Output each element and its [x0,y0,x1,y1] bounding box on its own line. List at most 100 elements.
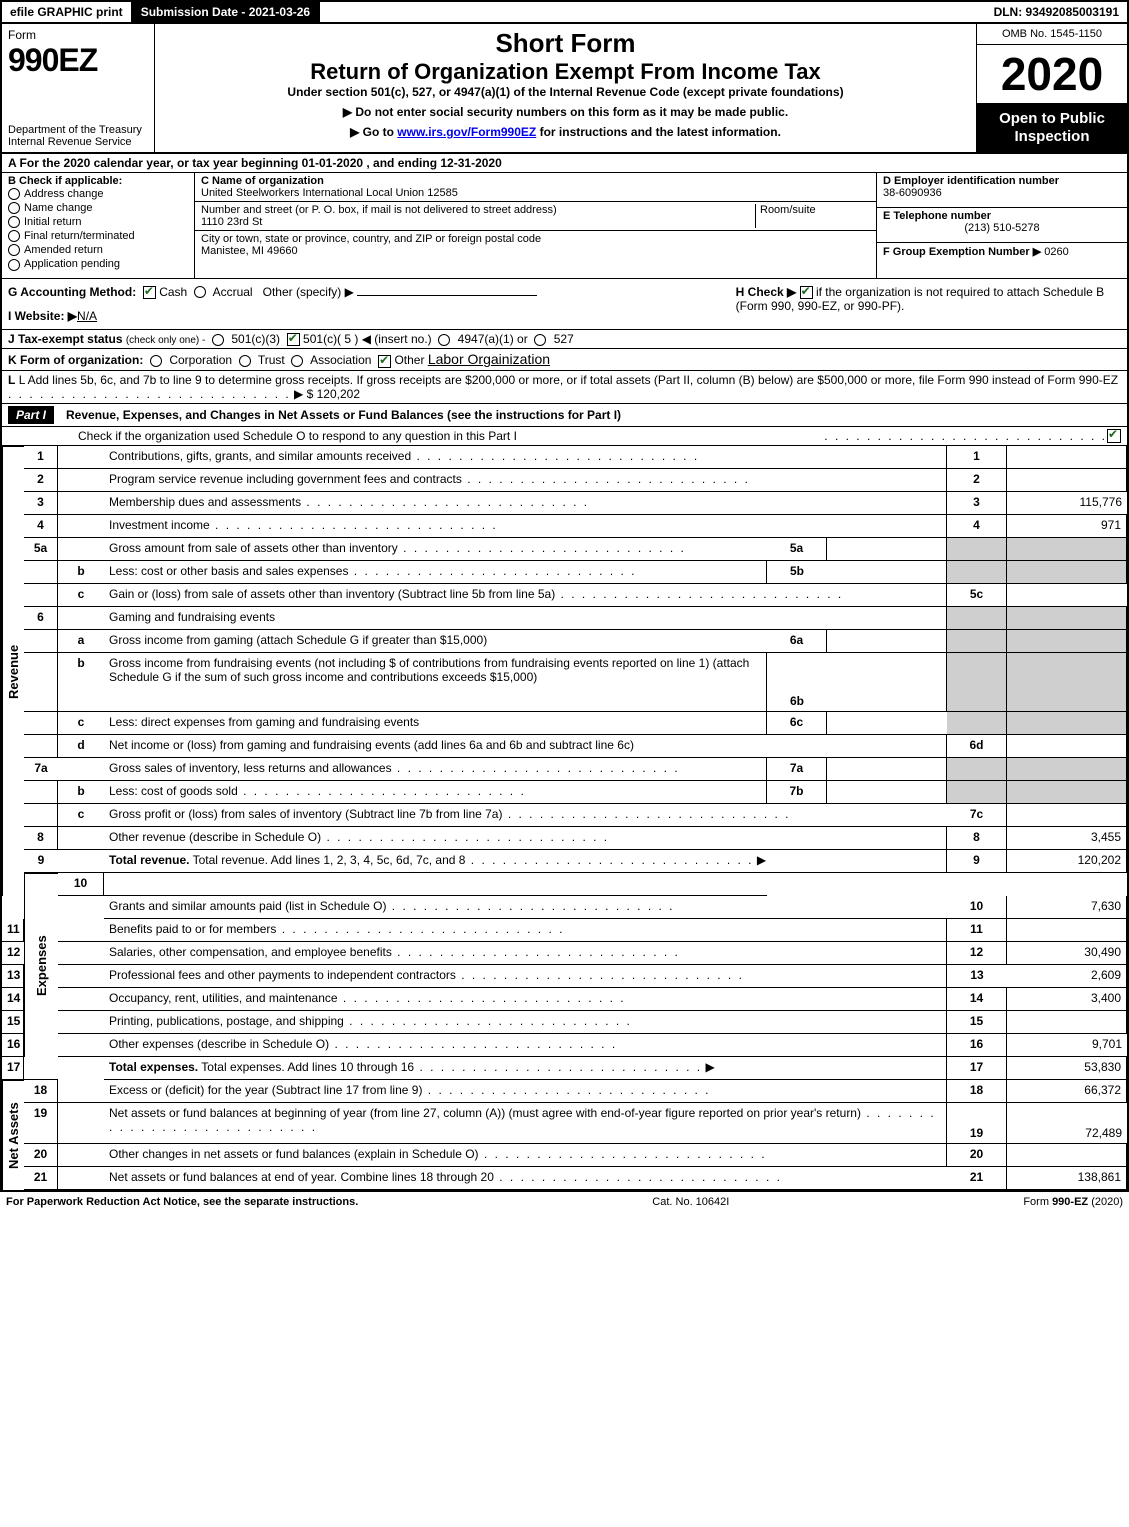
chk-accrual[interactable] [194,286,206,298]
l6d-no: d [58,735,104,758]
header-right: OMB No. 1545-1150 2020 Open to Public In… [977,24,1127,152]
form-number: 990EZ [8,42,148,79]
l10-no: 10 [58,873,104,896]
l7b-box: 7b [767,781,827,804]
l8-desc: Other revenue (describe in Schedule O) [104,827,947,850]
l5c-desc: Gain or (loss) from sale of assets other… [104,584,947,607]
l17-val: 53,830 [1007,1057,1127,1080]
l11-desc: Benefits paid to or for members [104,919,947,942]
do-not-enter-text: ▶ Do not enter social security numbers o… [163,105,968,119]
other-specify-input[interactable] [357,295,537,296]
lbl-other: Other (specify) ▶ [263,285,354,299]
part-1-title: Revenue, Expenses, and Changes in Net As… [66,408,621,422]
chk-corp[interactable] [150,355,162,367]
lbl-cash: Cash [159,285,187,299]
chk-501c[interactable] [287,333,300,346]
l18-desc: Excess or (deficit) for the year (Subtra… [104,1080,947,1103]
side-netassets: Net Assets [2,1080,24,1190]
l15-val [1007,1011,1127,1034]
chk-527[interactable] [534,334,546,346]
goto-pre: ▶ Go to [350,125,397,139]
lbl-trust: Trust [258,353,285,367]
l12-no: 12 [2,942,24,965]
l11-box: 11 [947,919,1007,942]
chk-initial-return[interactable] [8,216,20,228]
l17-no: 17 [2,1057,24,1080]
efile-print-button[interactable]: efile GRAPHIC print [2,2,133,22]
chk-schedule-o[interactable] [1107,429,1121,443]
chk-application-pending[interactable] [8,259,20,271]
l6c-box: 6c [767,712,827,735]
l6a-val [827,630,947,653]
l6a-desc: Gross income from gaming (attach Schedul… [104,630,767,653]
l5c-box: 5c [947,584,1007,607]
l8-box: 8 [947,827,1007,850]
l9-val: 120,202 [1007,850,1127,873]
l-text: L Add lines 5b, 6c, and 7b to line 9 to … [19,373,1118,387]
chk-name-change[interactable] [8,202,20,214]
telephone-label: E Telephone number [883,210,991,222]
part-1-grid: Revenue 1 Contributions, gifts, grants, … [2,446,1127,1190]
line-l: L L Add lines 5b, 6c, and 7b to line 9 t… [2,371,1127,404]
lbl-corp: Corporation [169,353,232,367]
entity-section: B Check if applicable: Address change Na… [2,173,1127,279]
l6c-val [827,712,947,735]
chk-trust[interactable] [239,355,251,367]
l21-val: 138,861 [1007,1167,1127,1190]
l6-no: 6 [24,607,58,630]
l6c-desc: Less: direct expenses from gaming and fu… [104,712,767,735]
l10-box: 10 [947,896,1007,919]
city-label: City or town, state or province, country… [201,233,541,245]
l6d-val [1007,735,1127,758]
l6b-box: 6b [767,653,827,712]
l6d-box: 6d [947,735,1007,758]
l1-box: 1 [947,446,1007,469]
chk-amended-return[interactable] [8,244,20,256]
l14-box: 14 [947,988,1007,1011]
lbl-501c3: 501(c)(3) [231,332,280,346]
l4-box: 4 [947,515,1007,538]
l2-val [1007,469,1127,492]
lbl-4947: 4947(a)(1) or [458,332,528,346]
l5a-no: 5a [24,538,58,561]
c-name-label: C Name of organization [201,175,324,187]
header-mid: Short Form Return of Organization Exempt… [155,24,977,152]
lbl-assoc: Association [310,353,371,367]
group-exemption-label: F Group Exemption Number ▶ [883,246,1041,258]
chk-cash[interactable] [143,286,156,299]
g-label: G Accounting Method: [8,285,136,299]
l14-val: 3,400 [1007,988,1127,1011]
chk-final-return[interactable] [8,230,20,242]
submission-date-button[interactable]: Submission Date - 2021-03-26 [133,2,320,22]
l15-box: 15 [947,1011,1007,1034]
chk-schedule-b[interactable] [800,286,813,299]
lbl-initial-return: Initial return [24,216,81,228]
chk-other-org[interactable] [378,355,391,368]
l8-val: 3,455 [1007,827,1127,850]
l8-no: 8 [24,827,58,850]
l2-box: 2 [947,469,1007,492]
l6c-no: c [58,712,104,735]
k-label: K Form of organization: [8,353,143,367]
j-label: J Tax-exempt status [8,332,123,346]
chk-assoc[interactable] [291,355,303,367]
footer-cat: Cat. No. 10642I [358,1196,1023,1208]
goto-link[interactable]: www.irs.gov/Form990EZ [397,125,536,139]
l1-no: 1 [24,446,58,469]
l7c-val [1007,804,1127,827]
l19-no: 19 [24,1103,58,1144]
website-value: N/A [77,309,97,323]
l7c-desc: Gross profit or (loss) from sales of inv… [104,804,947,827]
under-section-text: Under section 501(c), 527, or 4947(a)(1)… [163,85,968,99]
chk-4947[interactable] [438,334,450,346]
chk-501c3[interactable] [212,334,224,346]
l12-box: 12 [947,942,1007,965]
l16-val: 9,701 [1007,1034,1127,1057]
side-expenses: Expenses [24,873,58,1057]
l11-no: 11 [2,919,24,942]
chk-address-change[interactable] [8,188,20,200]
short-form-title: Short Form [163,28,968,59]
l5b-box: 5b [767,561,827,584]
dots [824,429,1107,443]
dln-label: DLN: 93492085003191 [986,2,1127,22]
